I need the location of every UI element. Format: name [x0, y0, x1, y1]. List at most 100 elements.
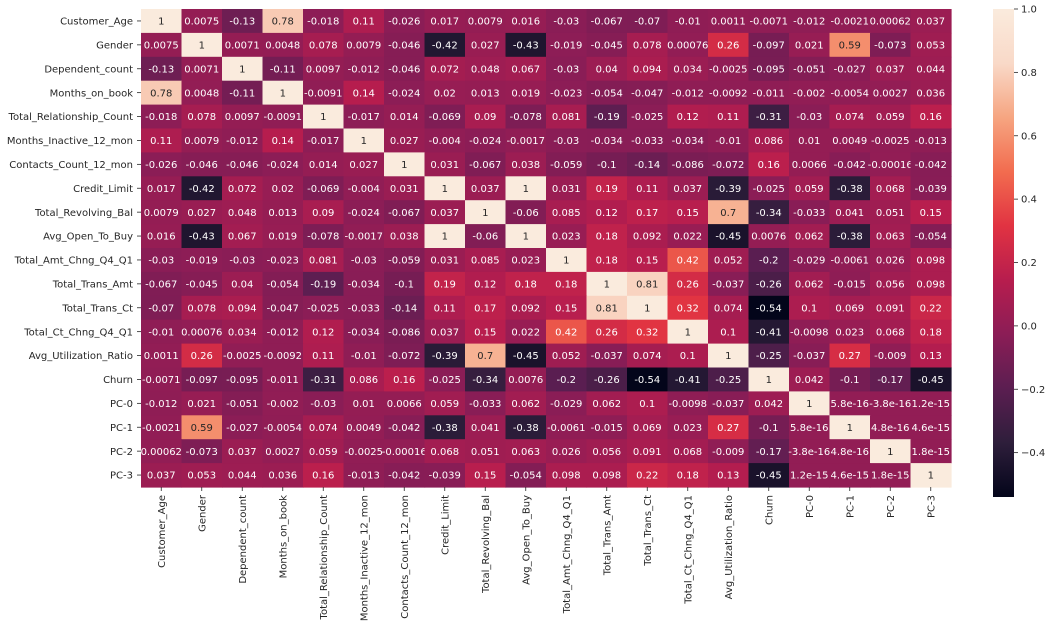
heatmap-cell [141, 152, 183, 177]
heatmap-cell [789, 104, 831, 130]
cell-annotation: 0.059 [430, 399, 459, 410]
cell-annotation: 0.042 [754, 399, 783, 410]
cell-annotation: 0.021 [795, 40, 824, 51]
heatmap-cell [181, 295, 223, 321]
heatmap-cell [910, 32, 952, 58]
heatmap-cell [627, 224, 669, 249]
cell-annotation: 1 [523, 232, 529, 243]
cell-annotation: 0.0027 [873, 88, 908, 99]
cell-annotation: 0.09 [474, 112, 496, 123]
heatmap-cell [505, 9, 547, 34]
heatmap-cell [789, 56, 831, 82]
cell-annotation: -0.03 [796, 112, 822, 123]
cell-annotation: -0.0061 [830, 256, 869, 267]
heatmap-cell [181, 176, 223, 201]
heatmap-cell [384, 367, 426, 392]
heatmap-cell [222, 9, 264, 34]
heatmap-cell [910, 80, 952, 106]
heatmap-cell [829, 80, 871, 106]
heatmap-cell [546, 32, 588, 58]
cell-annotation: -0.0025 [871, 136, 910, 147]
cell-annotation: 0.062 [511, 399, 540, 410]
cell-annotation: 0.27 [717, 423, 739, 434]
cell-annotation: -0.012 [145, 399, 177, 410]
cell-annotation: 0.0075 [144, 40, 179, 51]
heatmap-cell [586, 32, 628, 58]
heatmap-cell [667, 415, 709, 440]
heatmap-cell [789, 200, 831, 225]
cell-annotation: -0.1 [394, 279, 414, 290]
heatmap-cell [708, 391, 750, 416]
heatmap-cell [586, 128, 628, 153]
heatmap-cell [424, 152, 466, 177]
heatmap-cell [829, 415, 871, 440]
heatmap-cell [262, 248, 304, 273]
heatmap-cell [586, 343, 628, 369]
cell-annotation: -0.009 [712, 447, 744, 458]
heatmap-cell [748, 391, 790, 416]
cell-annotation: 0.81 [636, 279, 658, 290]
cell-annotation: 0.038 [390, 232, 419, 243]
cell-annotation: -0.03 [351, 256, 377, 267]
heatmap-cell [546, 319, 588, 345]
cell-annotation: -0.037 [591, 351, 623, 362]
cell-annotation: -0.13 [229, 17, 255, 28]
heatmap-cell [424, 391, 466, 416]
heatmap-cell [424, 415, 466, 440]
cell-annotation: 0.014 [309, 160, 338, 171]
y-tick-label: Avg_Open_To_Buy [43, 232, 133, 243]
cell-annotation: 0.0075 [184, 17, 219, 28]
heatmap-cell [910, 152, 952, 177]
heatmap-cell [910, 463, 952, 488]
cell-annotation: 0.053 [187, 471, 216, 482]
cell-annotation: 0.16 [312, 471, 334, 482]
cell-annotation: -0.07 [634, 17, 660, 28]
heatmap-cell [505, 391, 547, 416]
heatmap-cell [789, 271, 831, 297]
x-tick-label: PC-0 [805, 495, 816, 518]
cell-annotation: 0.091 [633, 447, 662, 458]
heatmap-cell [910, 415, 952, 440]
heatmap-cell [546, 463, 588, 488]
cell-annotation: 0.034 [673, 64, 702, 75]
heatmap-cell [424, 271, 466, 297]
cell-annotation: -0.19 [594, 112, 620, 123]
cell-annotation: 0.048 [228, 208, 257, 219]
heatmap-cell [627, 271, 669, 297]
x-tick-label: Contacts_Count_12_mon [400, 495, 411, 619]
heatmap-cell [262, 56, 304, 82]
heatmap-cell [627, 152, 669, 177]
heatmap-cell [181, 463, 223, 488]
cell-annotation: 0.086 [754, 136, 783, 147]
cell-annotation: -0.38 [837, 232, 863, 243]
heatmap-cell [910, 439, 952, 464]
heatmap-cell [627, 128, 669, 153]
heatmap-cell [181, 128, 223, 153]
cell-annotation: -0.03 [229, 256, 255, 267]
cell-annotation: -0.019 [550, 40, 582, 51]
cell-annotation: 0.017 [430, 17, 459, 28]
heatmap-cell [667, 319, 709, 345]
heatmap-cell [586, 439, 628, 464]
cell-annotation: -0.011 [753, 88, 785, 99]
heatmap-cell [748, 200, 790, 225]
cell-annotation: -0.0061 [547, 423, 586, 434]
heatmap-cell [546, 391, 588, 416]
heatmap-cell [667, 9, 709, 34]
colorbar-ticks: −0.4 −0.2 0.0 0.2 0.4 0.6 0.8 1.0 [1014, 5, 1045, 459]
cell-annotation: 1.8e-15 [871, 471, 909, 482]
cell-annotation: -0.042 [388, 423, 420, 434]
cell-annotation: -3.8e-16 [788, 447, 830, 458]
cell-annotation: 0.16 [920, 112, 942, 123]
cell-annotation: 0.00062 [870, 17, 911, 28]
heatmap-cell [870, 200, 912, 225]
x-tick-label: Credit_Limit [440, 495, 451, 555]
heatmap-cell [222, 295, 264, 321]
heatmap-cell [829, 463, 871, 488]
heatmap-cell [910, 104, 952, 130]
cell-annotation: -0.024 [267, 160, 299, 171]
heatmap-cell [546, 152, 588, 177]
cell-annotation: 0.02 [272, 184, 294, 195]
cell-annotation: 0.016 [511, 17, 540, 28]
cell-annotation: 0.59 [191, 423, 213, 434]
